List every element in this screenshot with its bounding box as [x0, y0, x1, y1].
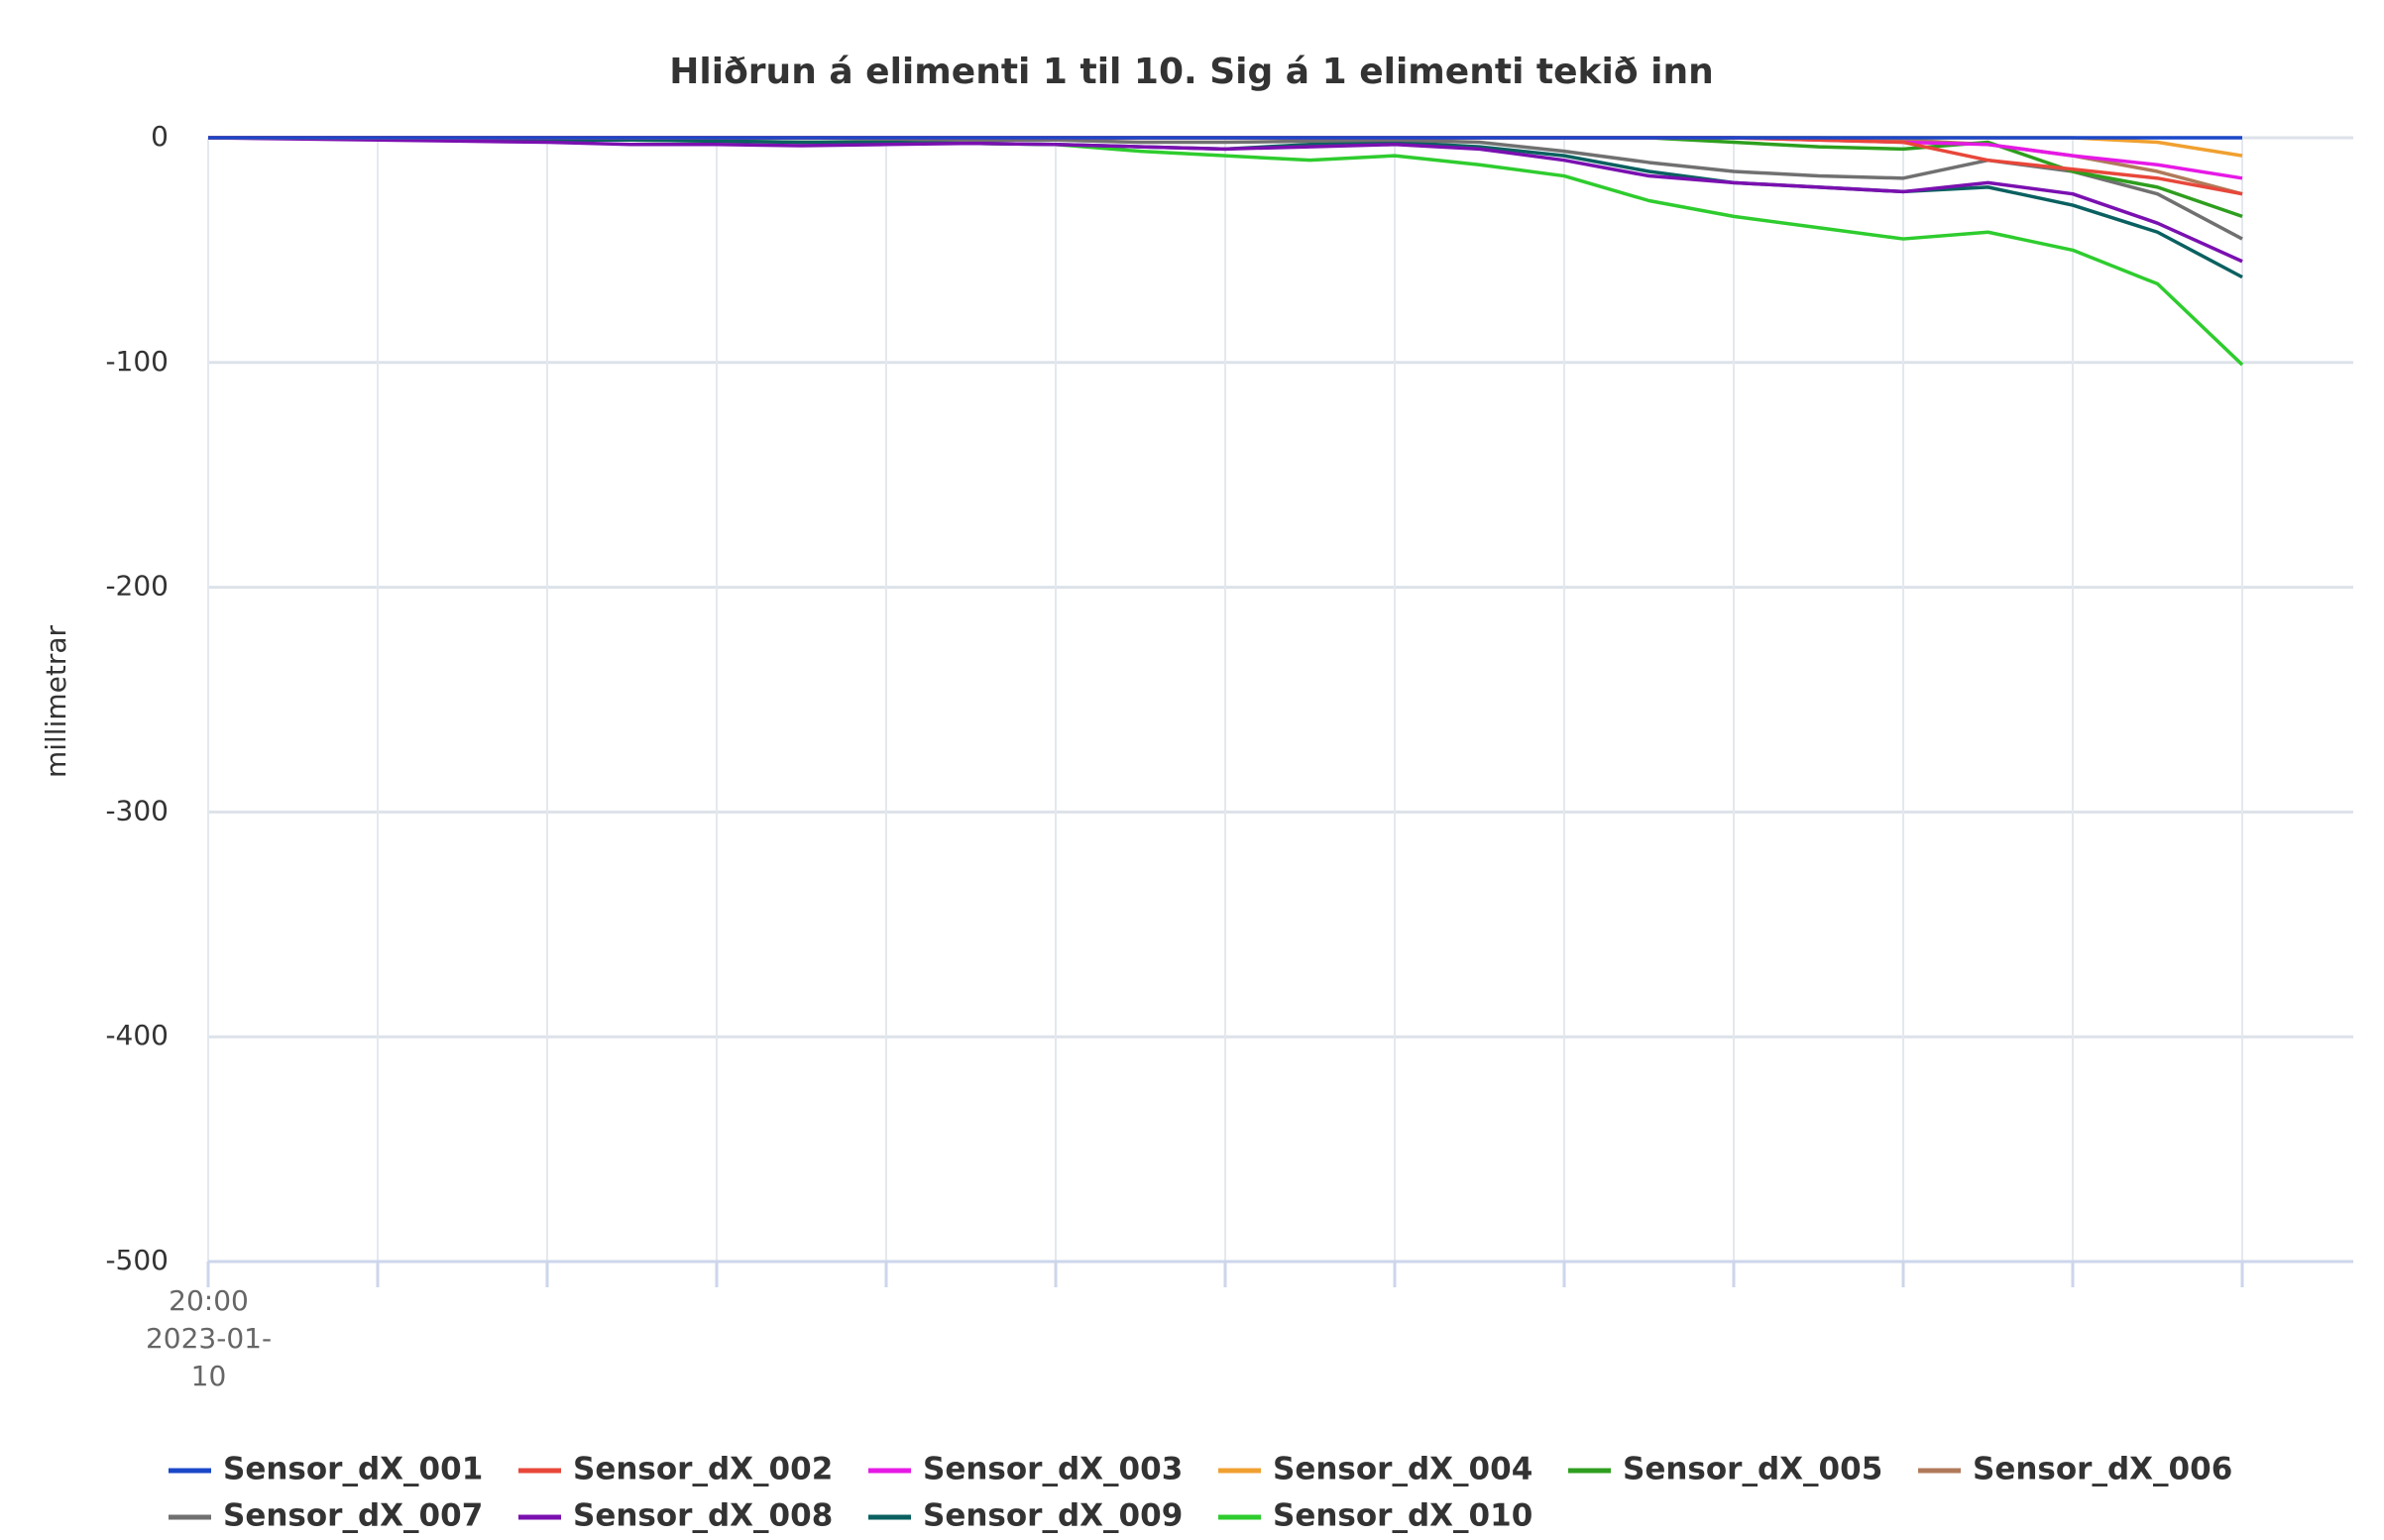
legend-label: Sensor_dX_008 — [573, 1498, 833, 1534]
y-tick-label: -300 — [105, 794, 169, 826]
legend-label: Sensor_dX_009 — [923, 1498, 1183, 1534]
y-tick-label: 0 — [151, 120, 169, 153]
y-tick-label: -100 — [105, 345, 169, 378]
legend-label: Sensor_dX_003 — [923, 1452, 1183, 1487]
legend-label: Sensor_dX_002 — [573, 1452, 833, 1487]
y-tick-label: -200 — [105, 570, 169, 603]
series-line — [207, 136, 2243, 264]
y-tick-label: -400 — [105, 1019, 169, 1051]
y-axis-label: millimetrar — [40, 624, 72, 778]
legend-label: Sensor_dX_004 — [1273, 1452, 1533, 1487]
chart-title: Hliðrun á elimenti 1 til 10. Sig á 1 eli… — [669, 52, 1713, 92]
y-tick-label: -500 — [105, 1244, 169, 1276]
legend-label: Sensor_dX_007 — [223, 1498, 483, 1534]
legend-label: Sensor_dX_006 — [1973, 1452, 2232, 1487]
legend-label: Sensor_dX_010 — [1273, 1498, 1533, 1534]
legend-label: Sensor_dX_001 — [223, 1452, 483, 1487]
x-tick-label: 20:00 2023-01-10 — [145, 1284, 273, 1392]
legend-label: Sensor_dX_005 — [1623, 1452, 1882, 1487]
